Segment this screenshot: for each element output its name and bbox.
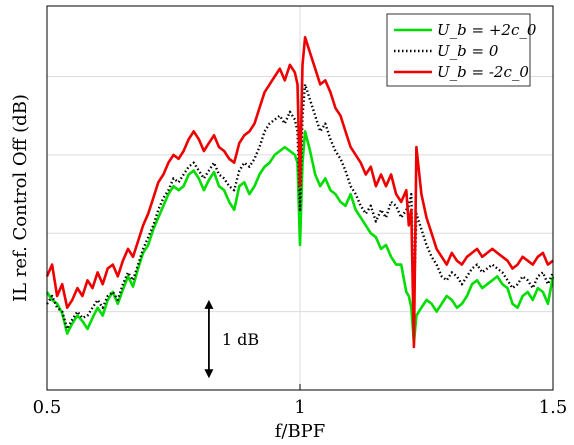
- y-axis-label: IL ref. Control Off (dB): [10, 94, 31, 302]
- scale-arrow-head-top: [204, 299, 214, 309]
- x-tick-label-2: 1.5: [539, 397, 568, 418]
- legend-label-2: U_b = -2c_0: [437, 63, 529, 81]
- legend: U_b = +2c_0 U_b = 0 U_b = -2c_0: [386, 13, 537, 87]
- scale-arrow-head-bottom: [204, 369, 214, 379]
- series-line-2: [45, 35, 554, 349]
- x-tick-label-1: 1: [294, 397, 305, 418]
- x-axis-label: f/BPF: [275, 421, 326, 442]
- x-tick-label-0: 0.5: [33, 397, 62, 418]
- series-line-1: [45, 83, 555, 331]
- series-lines: [45, 35, 555, 349]
- legend-label-1: U_b = 0: [437, 42, 499, 60]
- scale-annotation: 1 dB: [204, 299, 259, 379]
- scale-label: 1 dB: [222, 330, 259, 349]
- x-ticks: 0.5 1 1.5: [33, 384, 568, 418]
- legend-label-0: U_b = +2c_0: [437, 21, 537, 39]
- series-line-0: [45, 130, 555, 345]
